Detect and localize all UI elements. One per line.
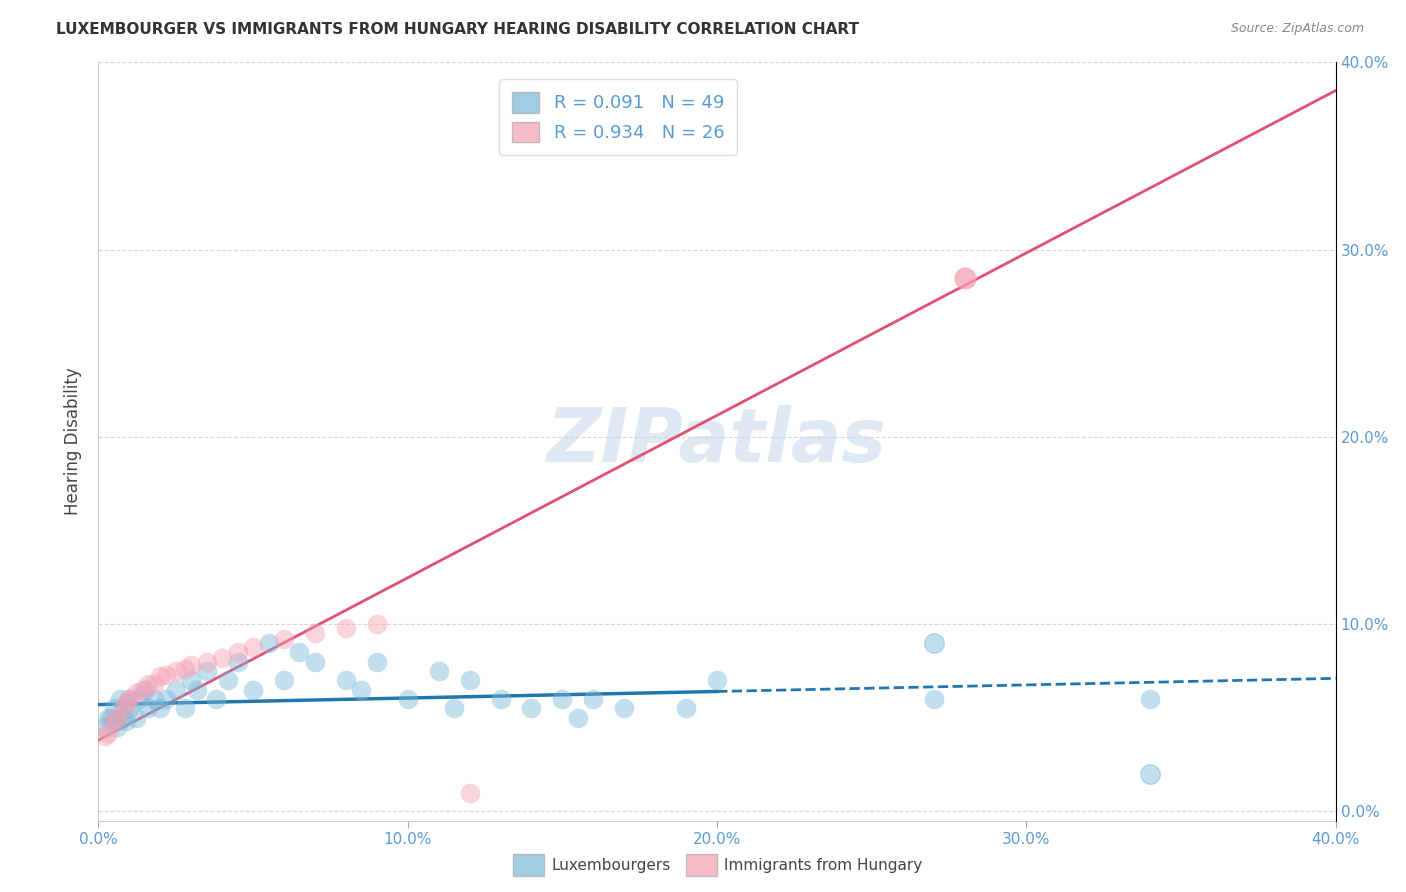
Text: Luxembourgers: Luxembourgers — [551, 858, 671, 872]
Point — [136, 701, 159, 715]
Point — [105, 720, 128, 734]
Point — [155, 667, 177, 681]
Point — [103, 701, 125, 715]
Point — [100, 711, 122, 725]
Point — [458, 786, 481, 800]
Point — [195, 664, 218, 678]
Point — [93, 730, 115, 744]
Point — [366, 655, 388, 669]
Point — [165, 682, 187, 697]
Point — [165, 664, 187, 678]
Point — [155, 692, 177, 706]
Point — [489, 692, 512, 706]
Point — [195, 655, 218, 669]
Point — [136, 677, 159, 691]
Point — [108, 692, 131, 706]
Text: LUXEMBOURGER VS IMMIGRANTS FROM HUNGARY HEARING DISABILITY CORRELATION CHART: LUXEMBOURGER VS IMMIGRANTS FROM HUNGARY … — [56, 22, 859, 37]
Point — [953, 270, 976, 285]
Point — [922, 636, 945, 650]
Point — [103, 714, 125, 729]
Point — [93, 720, 115, 734]
Point — [335, 621, 357, 635]
Point — [115, 696, 138, 710]
Point — [205, 692, 228, 706]
Point — [118, 692, 141, 706]
Point — [180, 673, 202, 688]
Point — [613, 701, 636, 715]
Y-axis label: Hearing Disability: Hearing Disability — [65, 368, 83, 516]
Point — [131, 682, 153, 697]
Point — [458, 673, 481, 688]
Point — [257, 636, 280, 650]
Point — [134, 682, 156, 697]
Point — [124, 686, 146, 700]
Point — [180, 658, 202, 673]
Point — [97, 711, 120, 725]
Point — [288, 645, 311, 659]
Point — [226, 655, 249, 669]
Point — [567, 711, 589, 725]
Point — [675, 701, 697, 715]
Point — [124, 711, 146, 725]
Point — [551, 692, 574, 706]
Point — [273, 632, 295, 646]
Point — [582, 692, 605, 706]
Point — [335, 673, 357, 688]
Point — [706, 673, 728, 688]
Point — [143, 692, 166, 706]
Point — [211, 650, 233, 665]
Point — [922, 692, 945, 706]
Point — [443, 701, 465, 715]
Point — [149, 701, 172, 715]
Point — [1139, 692, 1161, 706]
Point — [304, 655, 326, 669]
Point — [103, 714, 125, 729]
Point — [115, 714, 138, 729]
Text: Source: ZipAtlas.com: Source: ZipAtlas.com — [1230, 22, 1364, 36]
Point — [304, 626, 326, 640]
Point — [1139, 767, 1161, 781]
Point — [118, 692, 141, 706]
Point — [273, 673, 295, 688]
Text: ZIPatlas: ZIPatlas — [547, 405, 887, 478]
Point — [118, 701, 141, 715]
Point — [217, 673, 239, 688]
Point — [366, 617, 388, 632]
Point — [427, 664, 450, 678]
Point — [226, 645, 249, 659]
Point — [174, 701, 197, 715]
Point — [953, 270, 976, 285]
Point — [242, 640, 264, 654]
Point — [350, 682, 373, 697]
Point — [112, 711, 135, 725]
Point — [143, 677, 166, 691]
Text: Immigrants from Hungary: Immigrants from Hungary — [724, 858, 922, 872]
Point — [112, 701, 135, 715]
Point — [112, 701, 135, 715]
Point — [105, 711, 128, 725]
Legend: R = 0.091   N = 49, R = 0.934   N = 26: R = 0.091 N = 49, R = 0.934 N = 26 — [499, 79, 737, 155]
Point — [149, 669, 172, 683]
Point — [520, 701, 543, 715]
Point — [97, 725, 120, 739]
Point — [174, 662, 197, 676]
Point — [242, 682, 264, 697]
Point — [396, 692, 419, 706]
Point — [186, 682, 208, 697]
Point — [128, 692, 150, 706]
